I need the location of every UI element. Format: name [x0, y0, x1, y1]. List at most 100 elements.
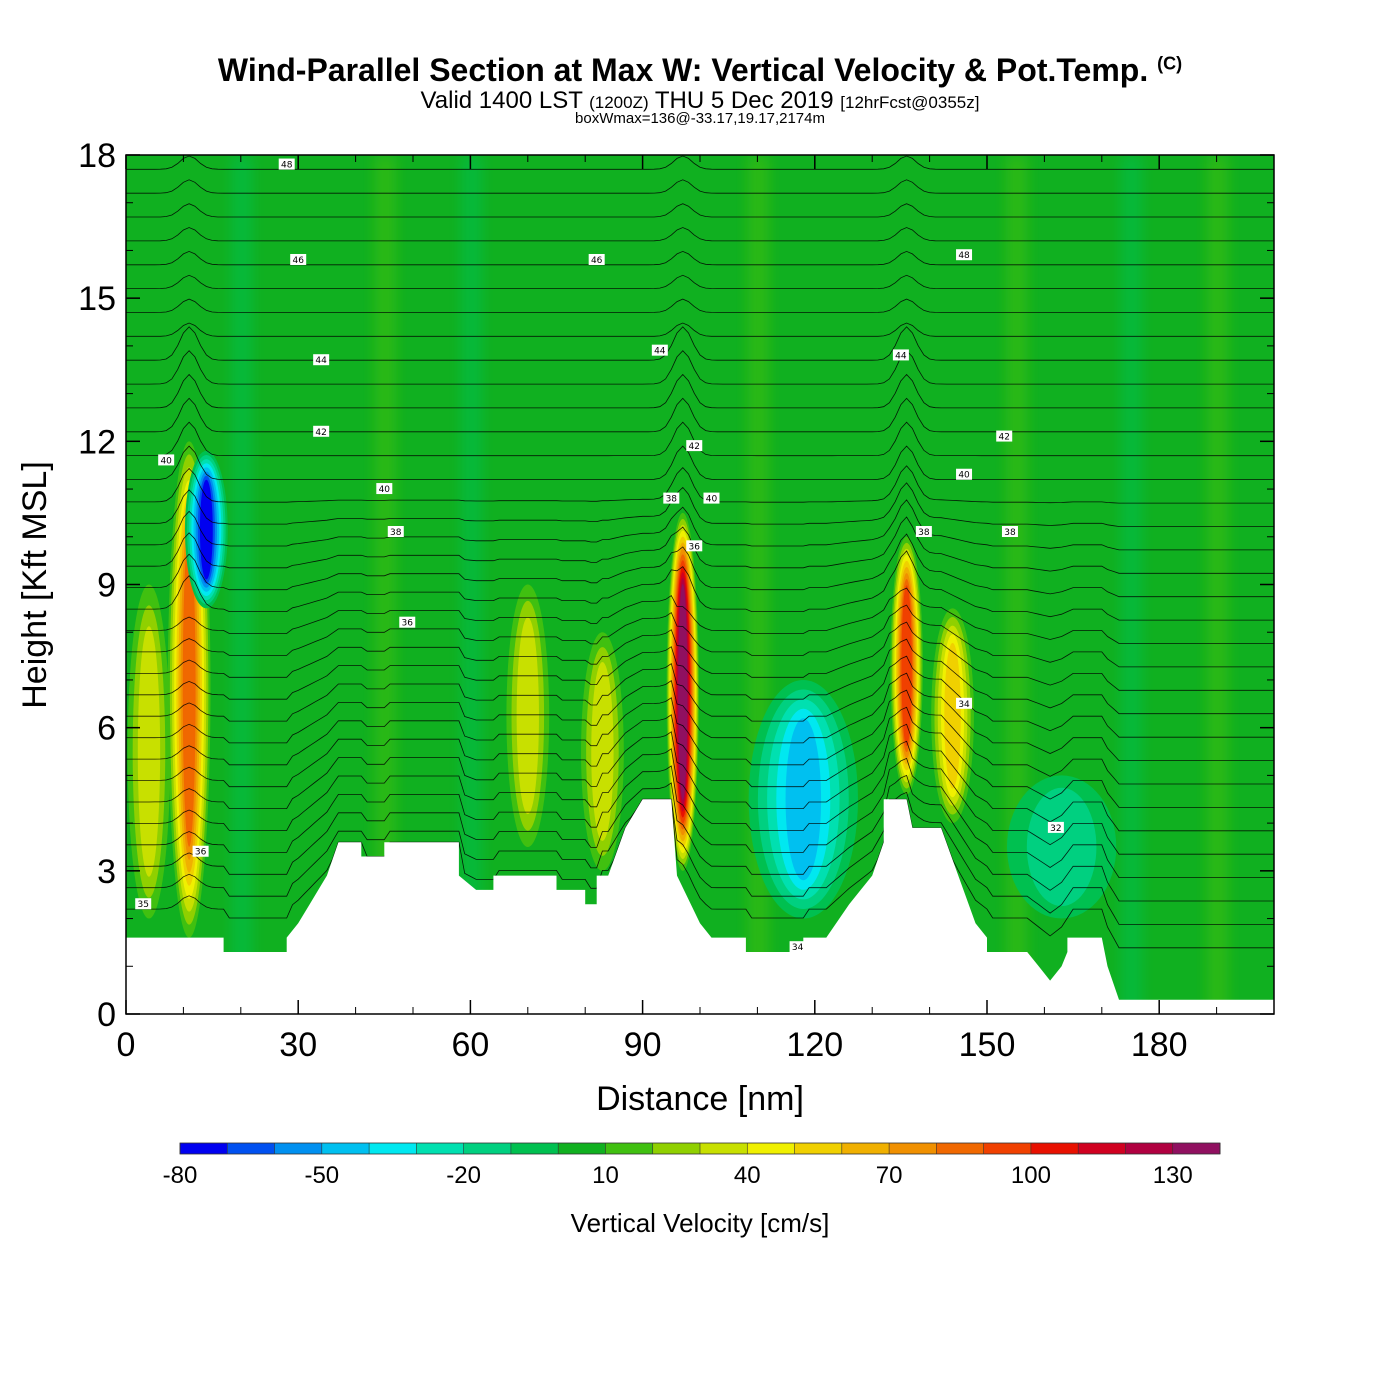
- y-tick-label: 3: [97, 853, 116, 891]
- colorbar-swatch: [605, 1143, 654, 1154]
- theta-label-box: [651, 344, 668, 356]
- colorbar-tick-label: -20: [446, 1162, 481, 1189]
- theta-contour-line: [126, 482, 1274, 527]
- x-tick-label: 0: [117, 1026, 136, 1064]
- theta-label: 42: [686, 440, 703, 452]
- colorbar-swatch: [274, 1143, 323, 1154]
- theta-label: 35: [135, 898, 152, 910]
- colorbar-tick-label: 100: [1011, 1162, 1051, 1189]
- theta-label-box: [313, 354, 330, 366]
- theta-label: 36: [192, 845, 209, 858]
- theta-label: 38: [915, 526, 932, 538]
- colorbar-swatch: [889, 1143, 937, 1154]
- theta-contour-line: [126, 179, 1274, 194]
- theta-contour-line: [126, 322, 1274, 337]
- theta-label: 40: [158, 454, 175, 466]
- theta-label-text: 36: [195, 848, 207, 858]
- y-tick-label: 15: [78, 280, 116, 318]
- colorbar-swatch: [747, 1143, 796, 1154]
- field-band: [230, 155, 253, 1014]
- theta-label: 44: [892, 349, 909, 361]
- theta-label-box: [588, 253, 605, 265]
- theta-contour-line: [126, 757, 1274, 878]
- theta-label: 42: [996, 430, 1013, 443]
- theta-contour-line: [126, 655, 1274, 738]
- theta-label-text: 42: [315, 428, 326, 438]
- theta-contour-line: [126, 774, 1274, 902]
- box-info: boxWmax=136@-33.17,19.17,2174m: [575, 110, 825, 127]
- colorbar-swatch: [983, 1143, 1032, 1154]
- theta-label-text: 36: [402, 619, 414, 629]
- theta-label-text: 40: [379, 485, 391, 495]
- x-tick-label: 30: [279, 1026, 317, 1064]
- theta-label: 40: [703, 492, 720, 505]
- theta-label-box: [996, 430, 1013, 442]
- theta-label-box: [399, 616, 416, 628]
- downdraft-contour: [1026, 787, 1097, 907]
- theta-label-text: 38: [390, 528, 402, 538]
- colorbar-tick-label: -80: [163, 1162, 198, 1189]
- colorbar-swatch: [936, 1143, 985, 1154]
- theta-label-text: 32: [1050, 824, 1061, 834]
- colorbar-tick-label: 40: [734, 1162, 761, 1189]
- colorbar-swatch: [369, 1143, 417, 1154]
- field-band: [1120, 155, 1143, 1014]
- theta-label-box: [956, 468, 973, 480]
- theta-label-box: [915, 526, 932, 538]
- theta-contour-line: [126, 445, 1274, 480]
- colorbar-swatch: [1172, 1143, 1221, 1154]
- theta-label-box: [313, 425, 330, 437]
- theta-label-text: 46: [591, 256, 603, 266]
- colorbar-tick-label: 70: [876, 1162, 903, 1189]
- theta-label-text: 40: [160, 456, 172, 466]
- colorbar-swatch: [416, 1143, 465, 1154]
- colorbar-swatch: [180, 1143, 228, 1154]
- theta-label-text: 34: [792, 943, 804, 953]
- colorbar-frame: [179, 1142, 1221, 1155]
- theta-contour-line: [126, 706, 1274, 808]
- theta-label-box: [387, 526, 404, 538]
- downdraft-contour: [199, 479, 213, 580]
- theta-label-box: [1001, 526, 1018, 538]
- theta-label: 38: [1001, 526, 1018, 538]
- theta-label-box: [789, 941, 806, 953]
- updraft-contour: [137, 626, 161, 877]
- theta-contour-line: [126, 791, 1274, 925]
- x-tick-label: 90: [624, 1026, 662, 1064]
- theta-label-box: [686, 540, 703, 552]
- colorbar-swatch: [558, 1143, 606, 1154]
- theta-label: 42: [313, 425, 330, 438]
- theta-label: 46: [290, 253, 307, 266]
- updraft-contour: [901, 585, 912, 747]
- theta-contour-line: [126, 465, 1274, 504]
- theta-label: 44: [313, 354, 330, 366]
- theta-contours: [126, 155, 1274, 949]
- colorbar-swatch: [510, 1143, 559, 1154]
- x-tick-label: 180: [1131, 1026, 1188, 1064]
- colorbar: -80 -50 -20 10 40 70 100 130: [163, 1142, 1221, 1189]
- theta-label: 48: [956, 249, 973, 261]
- theta-label-text: 48: [281, 161, 293, 171]
- terrain: [126, 799, 1274, 1014]
- theta-label: 46: [588, 253, 605, 266]
- theta-contour-line: [126, 298, 1274, 313]
- theta-label: 38: [387, 526, 404, 538]
- updraft-contour: [678, 583, 688, 800]
- theta-label-text: 36: [689, 542, 701, 552]
- theta-label: 40: [376, 483, 393, 495]
- theta-label-box: [663, 492, 680, 504]
- theta-contour-line: [126, 373, 1274, 409]
- theta-contour-line: [126, 227, 1274, 242]
- theta-contour-labels: 48 46 46 48 44 44 44 42 42 42 40 40 40 40 38 38 38 38 36 36…: [135, 158, 1064, 953]
- theta-label: 48: [278, 158, 295, 171]
- colorbar-swatch: [652, 1143, 701, 1154]
- colorbar-swatch: [463, 1143, 512, 1154]
- theta-label-box: [892, 349, 909, 361]
- x-axis-label: Distance [nm]: [596, 1080, 804, 1118]
- theta-label-text: 44: [895, 351, 907, 361]
- terrain-mask: [126, 799, 1274, 1014]
- theta-contour-line: [126, 274, 1274, 289]
- theta-label-text: 46: [292, 256, 304, 266]
